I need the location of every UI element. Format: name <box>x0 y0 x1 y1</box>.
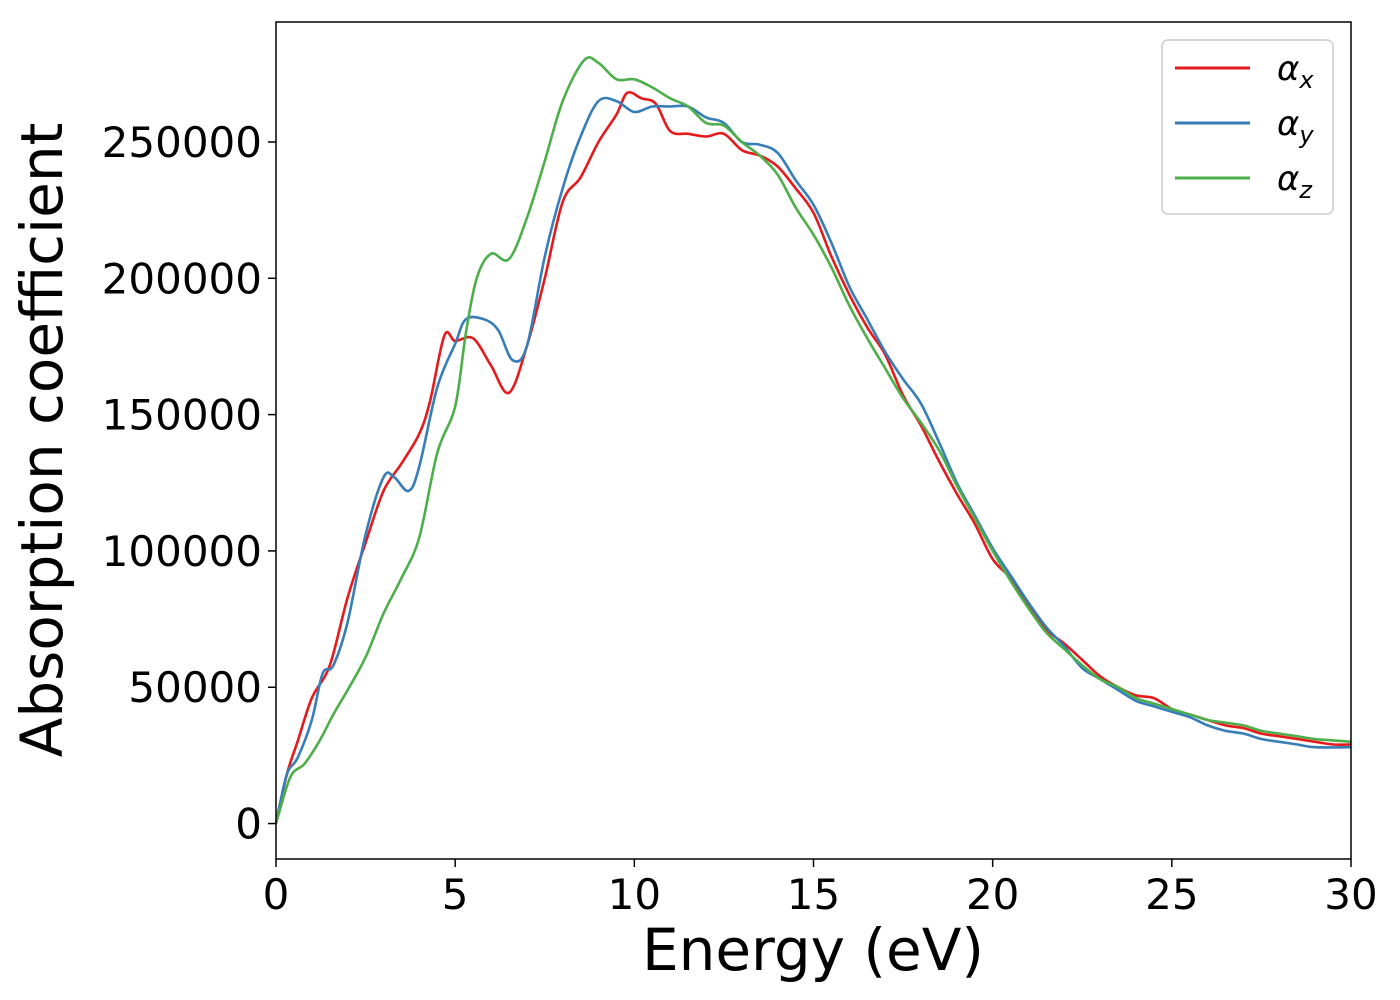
x-tick-label: 10 <box>608 870 661 919</box>
x-tick-label: 15 <box>787 870 840 919</box>
y-tick-label: 250000 <box>102 118 262 167</box>
x-tick-label: 20 <box>966 870 1019 919</box>
y-tick-label: 100000 <box>102 527 262 576</box>
x-axis-label: Energy (eV) <box>642 916 984 984</box>
y-tick-label: 150000 <box>102 391 262 440</box>
x-tick-label: 5 <box>442 870 469 919</box>
y-tick-label: 50000 <box>128 663 262 712</box>
x-tick-label: 30 <box>1324 870 1377 919</box>
series-line-z <box>274 56 1352 824</box>
y-tick-label: 0 <box>235 800 262 849</box>
y-axis-label: Absorption coefficient <box>8 123 76 758</box>
series-line-y <box>274 96 1352 824</box>
y-tick-label: 200000 <box>102 254 262 303</box>
x-tick-label: 0 <box>263 870 290 919</box>
x-axis: 0 5 10 15 20 25 30 <box>263 859 1378 919</box>
series-line-x <box>274 90 1352 824</box>
y-axis: 0 50000 100000 150000 200000 250000 <box>102 118 276 849</box>
x-tick-label: 25 <box>1145 870 1198 919</box>
plot-lines <box>274 56 1352 824</box>
legend-box <box>1161 39 1334 215</box>
